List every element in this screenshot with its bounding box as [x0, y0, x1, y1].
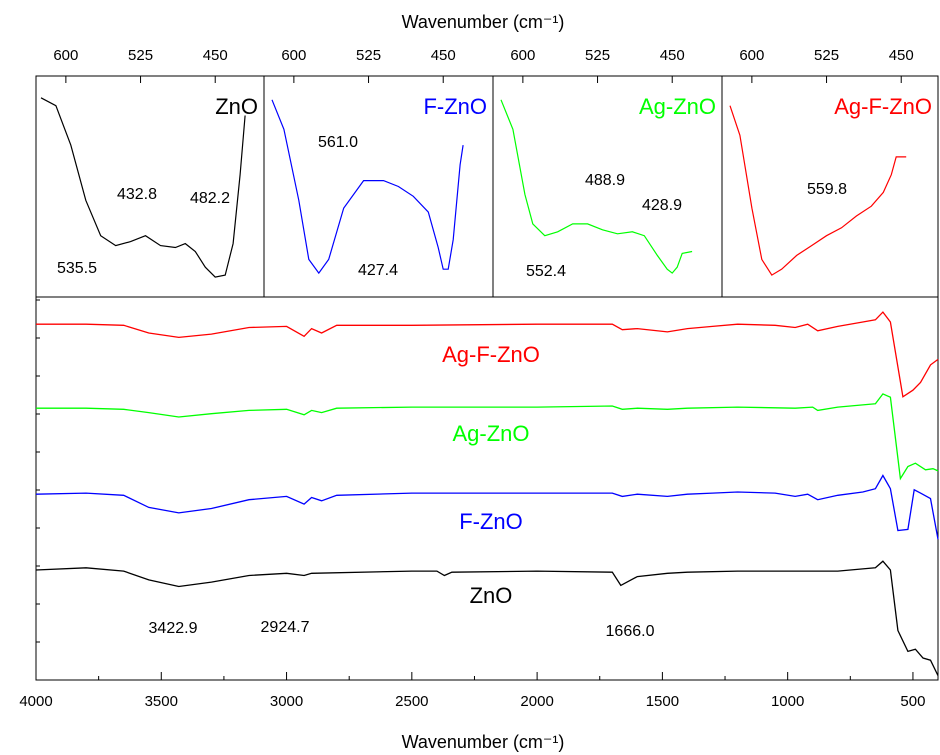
inset-agzno-peak-428: 428.9: [642, 197, 682, 214]
inset-title: F-ZnO: [423, 94, 487, 119]
bottom-x-axis-title: Wavenumber (cm⁻¹): [402, 732, 565, 752]
main-series-zno: [35, 560, 939, 676]
inset-x-tick-label: 450: [203, 47, 228, 64]
inset-x-tick-label: 525: [128, 47, 153, 64]
main-x-tick-label: 4000: [19, 693, 52, 710]
inset-x-tick-label: 525: [814, 47, 839, 64]
peak-label-3422: 3422.9: [149, 620, 198, 637]
inset-title: Ag-ZnO: [639, 94, 716, 119]
main-x-tick-label: 3500: [145, 693, 178, 710]
inset-x-tick-label: 600: [281, 47, 306, 64]
main-x-tick-label: 2000: [520, 693, 553, 710]
main-series-ag-zno: [36, 393, 939, 481]
main-series-f-zno: [35, 474, 939, 540]
inset-agfzno-peak-559: 559.8: [807, 181, 847, 198]
series-label-f-zno: F-ZnO: [459, 509, 523, 534]
inset-panel-ag-f-zno: 600 525 450 Ag-F-ZnO: [721, 47, 939, 298]
inset-x-tick-label: 450: [889, 47, 914, 64]
inset-x-tick-label: 450: [431, 47, 456, 64]
inset-title: Ag-F-ZnO: [834, 94, 932, 119]
main-x-tick-label: 500: [900, 693, 925, 710]
main-series-ag-f-zno: [36, 311, 939, 398]
main-x-tick-label: 1000: [771, 693, 804, 710]
peak-label-2924: 2924.7: [261, 619, 310, 636]
inset-fzno-peak-427: 427.4: [358, 262, 398, 279]
inset-zno-peak-432: 432.8: [117, 186, 157, 203]
peak-label-1666: 1666.0: [606, 623, 655, 640]
inset-panel-f-zno: 600 525 450 F-ZnO: [263, 47, 494, 298]
inset-x-tick-label: 525: [356, 47, 381, 64]
inset-zno-peak-482: 482.2: [190, 190, 230, 207]
top-x-axis-title: Wavenumber (cm⁻¹): [402, 12, 565, 32]
inset-series-f-zno: [271, 99, 464, 275]
series-label-ag-zno: Ag-ZnO: [452, 421, 529, 446]
main-x-tick-label: 3000: [270, 693, 303, 710]
inset-agzno-peak-488: 488.9: [585, 172, 625, 189]
inset-x-tick-label: 600: [510, 47, 535, 64]
inset-x-tick-label: 600: [739, 47, 764, 64]
main-x-tick-label: 2500: [395, 693, 428, 710]
inset-agzno-peak-552: 552.4: [526, 263, 566, 280]
inset-fzno-peak-561: 561.0: [318, 134, 358, 151]
series-label-ag-f-zno: Ag-F-ZnO: [442, 342, 540, 367]
main-plot-frame: [35, 296, 939, 681]
inset-x-tick-label: 525: [585, 47, 610, 64]
inset-x-tick-label: 450: [660, 47, 685, 64]
series-label-zno: ZnO: [470, 583, 513, 608]
inset-panels: 600 525 450 ZnO 600 525 450 F-ZnO 600 525 450 Ag-Zn…: [35, 47, 939, 298]
inset-series-ag-zno: [500, 99, 693, 274]
main-x-axis: 4000 3500 3000 2500 2000 1500 1000 500: [19, 299, 925, 710]
inset-series-ag-f-zno: [729, 105, 907, 276]
inset-title: ZnO: [215, 94, 258, 119]
main-x-tick-label: 1500: [646, 693, 679, 710]
inset-series-zno: [40, 97, 246, 278]
inset-x-tick-label: 600: [53, 47, 78, 64]
inset-zno-peak-535: 535.5: [57, 260, 97, 277]
main-series-group: [35, 311, 939, 676]
